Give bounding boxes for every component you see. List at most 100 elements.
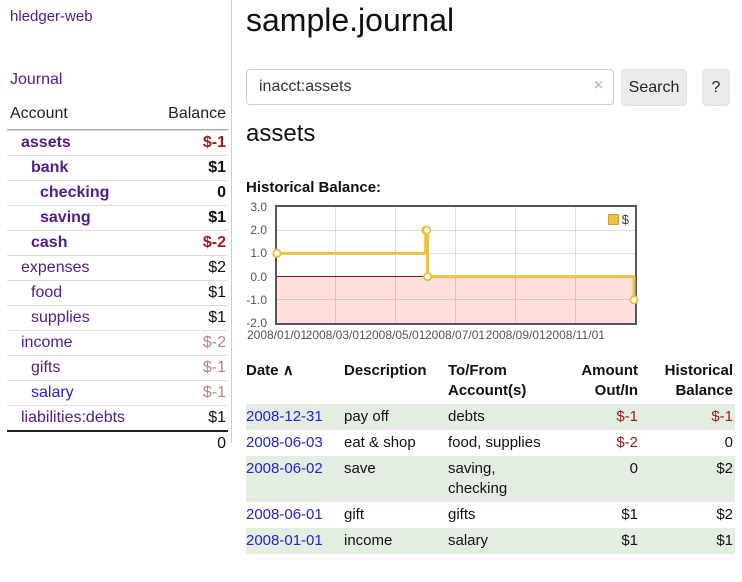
- search-button[interactable]: Search: [621, 69, 687, 106]
- transaction-row: 2008-06-01 gift gifts $1 $2: [246, 502, 735, 528]
- transaction-accounts: food, supplies: [448, 434, 541, 451]
- x-axis: 2008/01/01 2008/03/01 2008/05/01 2008/07/01…: [247, 328, 635, 344]
- transaction-date-link[interactable]: 2008-01-01: [246, 532, 323, 549]
- transaction-balance: 0: [724, 434, 733, 451]
- balance-line-svg: [272, 225, 639, 305]
- y-tick-label: -2.0: [246, 316, 267, 330]
- transaction-amount: 0: [629, 460, 638, 477]
- register-header-row: Date ∧ Description To/From Account(s) Am…: [246, 358, 735, 404]
- y-axis: 3.0 2.0 1.0 0.0 -1.0 -2.0: [236, 200, 271, 330]
- chart-legend: $: [607, 212, 629, 227]
- search-input[interactable]: [246, 69, 614, 105]
- v-gridline: [394, 207, 396, 323]
- account-link-cash[interactable]: cash: [31, 234, 68, 251]
- account-row-liabilities-debts: liabilities:debts $1: [7, 405, 228, 430]
- v-gridline: [574, 207, 576, 323]
- historical-balance-chart: 3.0 2.0 1.0 0.0 -1.0 -2.0 $ 2008/01/01 2008/03…: [236, 200, 716, 350]
- account-heading: assets: [246, 120, 316, 147]
- chart-title: Historical Balance:: [246, 179, 382, 196]
- x-tick-label: 2008/01/01: [246, 328, 308, 342]
- data-point-marker: [629, 295, 639, 305]
- y-tick-label: 0.0: [250, 269, 267, 284]
- x-tick-label: 2008/03/01: [305, 328, 366, 342]
- account-column-header: Account: [10, 105, 68, 122]
- column-header-description: Description: [344, 362, 427, 379]
- x-tick-label: 2008/11/01: [545, 328, 605, 342]
- sidebar: hledger-web Journal Account Balance asse…: [0, 0, 232, 452]
- y-tick-label: 2.0: [250, 223, 267, 238]
- transaction-date-link[interactable]: 2008-06-01: [246, 506, 323, 523]
- column-header-amount: Amount Out/In: [581, 362, 638, 399]
- column-header-date[interactable]: Date ∧: [246, 358, 344, 404]
- transaction-row: 2008-06-03 eat & shop food, supplies $-2…: [246, 430, 735, 456]
- transaction-row: 2008-12-31 pay off debts $-1 $-1: [246, 404, 735, 430]
- x-tick-label: 2008/09/01: [485, 328, 546, 342]
- sort-ascending-icon: ∧: [282, 362, 294, 379]
- transaction-accounts: gifts: [448, 506, 476, 523]
- data-point-marker: [272, 248, 282, 259]
- app-title-link[interactable]: hledger-web: [10, 8, 93, 25]
- help-button[interactable]: ?: [702, 69, 730, 106]
- account-balance: $2: [208, 259, 226, 276]
- v-gridline: [515, 207, 517, 323]
- account-link-food[interactable]: food: [31, 284, 63, 301]
- transaction-amount: $1: [621, 532, 638, 549]
- transaction-date-link[interactable]: 2008-12-31: [246, 408, 323, 425]
- accounts-total-row: 0: [7, 430, 228, 456]
- account-row-cash: cash $-2: [7, 230, 228, 255]
- sidebar-item-journal[interactable]: Journal: [10, 71, 63, 88]
- account-link-expenses[interactable]: expenses: [21, 259, 90, 276]
- h-gridline: [277, 252, 635, 254]
- y-tick-label: -1.0: [246, 292, 267, 307]
- plot-area[interactable]: $: [272, 205, 639, 325]
- transaction-description: gift: [344, 506, 365, 523]
- account-link-assets[interactable]: assets: [21, 134, 71, 151]
- x-tick-label: 2008/05/01: [365, 328, 426, 342]
- transaction-description: income: [344, 532, 393, 549]
- series-label: $: [621, 212, 629, 227]
- account-balance: $-2: [202, 234, 226, 251]
- y-tick-label: 3.0: [250, 200, 267, 214]
- transaction-accounts: salary: [448, 532, 489, 549]
- transaction-balance: $2: [716, 460, 733, 477]
- account-balance: 0: [217, 184, 226, 201]
- transaction-row: 2008-06-02 save saving, checking 0 $2: [246, 456, 735, 502]
- account-link-income[interactable]: income: [21, 334, 73, 351]
- account-row-salary: salary $-1: [7, 380, 228, 405]
- accounts-total-balance: 0: [217, 435, 226, 452]
- account-row-saving: saving $1: [7, 205, 228, 230]
- date-header-label: Date: [246, 362, 279, 379]
- h-gridline: [277, 299, 635, 301]
- transaction-description: save: [344, 460, 376, 477]
- x-tick-label: 2008/07/01: [424, 328, 486, 342]
- account-balance: $1: [208, 409, 226, 426]
- transaction-date-link[interactable]: 2008-06-02: [246, 460, 323, 477]
- y-tick-label: 1.0: [250, 246, 267, 261]
- grid-layer: [277, 207, 635, 323]
- account-balance: $1: [208, 159, 226, 176]
- account-link-checking[interactable]: checking: [40, 184, 110, 201]
- account-row-checking: checking 0: [7, 180, 228, 205]
- transaction-accounts: debts: [448, 408, 485, 425]
- account-row-supplies: supplies $1: [7, 305, 228, 330]
- account-row-expenses: expenses $2: [7, 255, 228, 280]
- account-link-saving[interactable]: saving: [40, 209, 91, 226]
- data-point-marker: [422, 225, 432, 235]
- register-table: Date ∧ Description To/From Account(s) Am…: [246, 358, 735, 554]
- account-link-supplies[interactable]: supplies: [31, 309, 90, 326]
- accounts-table: Account Balance assets $-1 bank $1 check…: [7, 101, 228, 456]
- clear-search-icon[interactable]: ×: [594, 77, 604, 94]
- account-row-income: income $-2: [7, 330, 228, 355]
- transaction-date-link[interactable]: 2008-06-03: [246, 434, 323, 451]
- accounts-table-header: Account Balance: [7, 101, 228, 130]
- account-row-gifts: gifts $-1: [7, 355, 228, 380]
- account-link-salary[interactable]: salary: [31, 384, 74, 401]
- series-swatch: [607, 214, 619, 225]
- transaction-balance: $-1: [711, 408, 733, 425]
- account-link-gifts[interactable]: gifts: [31, 359, 61, 376]
- account-link-bank[interactable]: bank: [31, 159, 69, 176]
- transaction-amount: $-2: [616, 434, 638, 451]
- account-link-liabilities-debts[interactable]: liabilities:debts: [21, 409, 126, 426]
- v-gridline: [335, 207, 337, 323]
- page-title: sample.journal: [246, 2, 455, 38]
